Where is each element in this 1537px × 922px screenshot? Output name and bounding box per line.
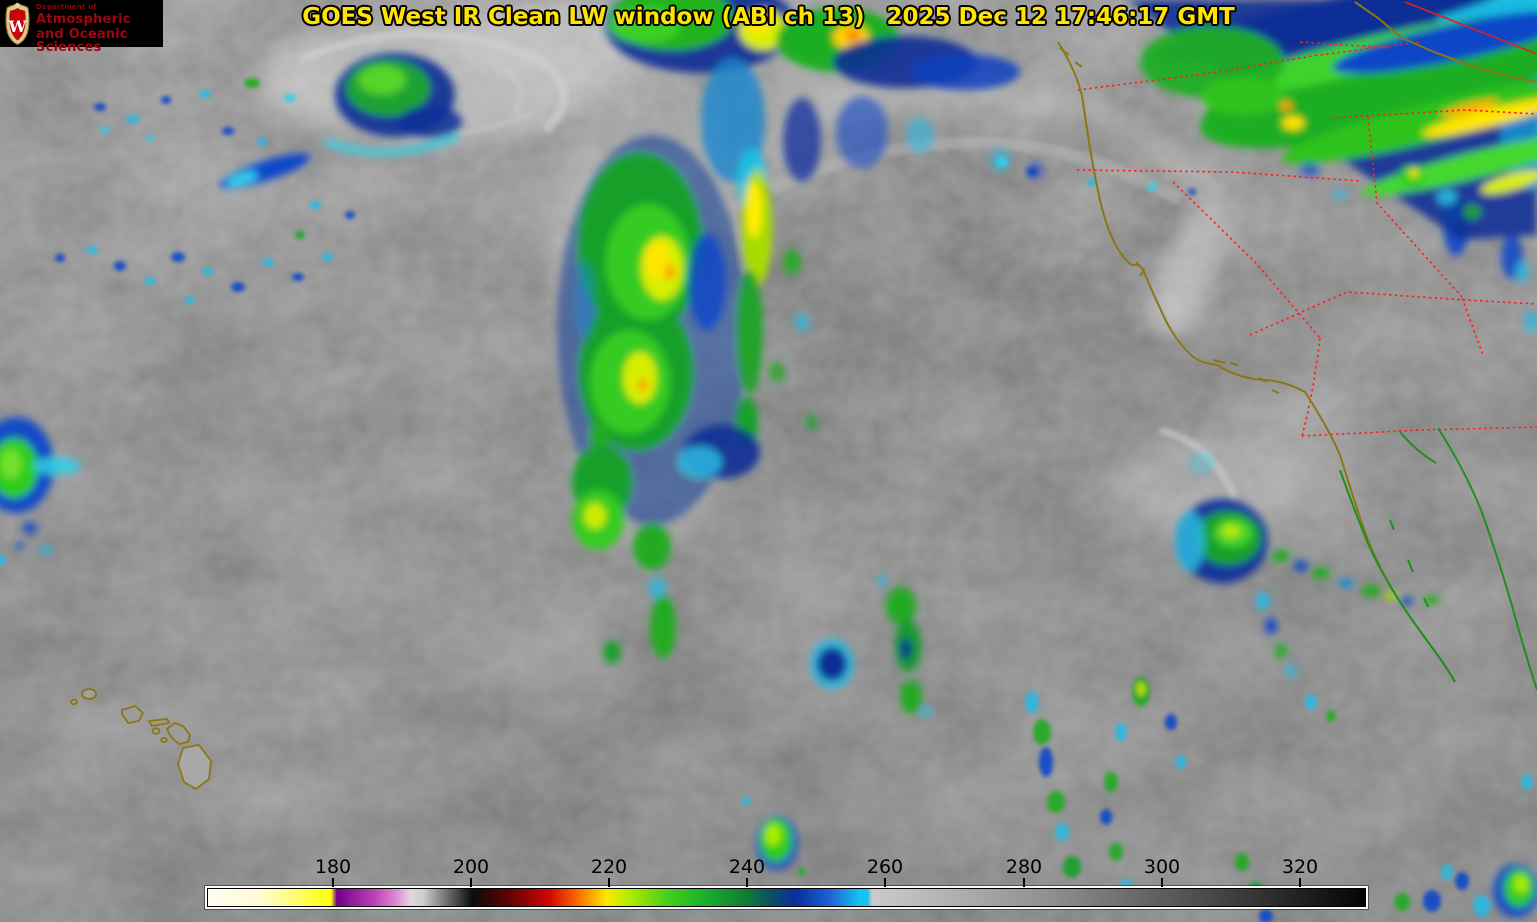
- mexico-coastline: [1339, 427, 1537, 691]
- logo-line-1: Atmospheric: [36, 12, 131, 27]
- uw-crest-icon: W: [5, 2, 30, 45]
- us-coastline: [1057, 1, 1537, 683]
- colorbar-tick-label: 200: [452, 856, 490, 878]
- image-timestamp: 2025 Dec 12 17:46:17 GMT: [886, 4, 1235, 30]
- colorbar-tick-label: 240: [728, 856, 766, 878]
- geo-overlays: [70, 1, 1537, 791]
- colorbar-tick-label: 180: [314, 856, 352, 878]
- colorbar-tick: [884, 878, 886, 887]
- colorbar-tick-label: 280: [1005, 856, 1043, 878]
- colorbar-tick: [1161, 878, 1163, 887]
- colorbar-tick: [608, 878, 610, 887]
- colorbar-tick-label: 320: [1281, 856, 1319, 878]
- colorbar-tick: [1023, 878, 1025, 887]
- logo-department-prefix: Department of: [36, 3, 97, 11]
- colorbar-tick: [1299, 878, 1301, 887]
- colorbar-tick: [746, 878, 748, 887]
- colorbar-tick-label: 220: [590, 856, 628, 878]
- solid-border-lines: [1404, 1, 1537, 55]
- colorbar-tick-label: 300: [1143, 856, 1181, 878]
- image-title: GOES West IR Clean LW window (ABI ch 13)…: [0, 4, 1537, 30]
- colorbar-gradient: [205, 886, 1368, 909]
- svg-text:W: W: [8, 17, 28, 36]
- colorbar-tick: [470, 878, 472, 887]
- colorbar-tick-label: 260: [866, 856, 904, 878]
- product-title: GOES West IR Clean LW window (ABI ch 13): [302, 4, 865, 30]
- uw-aos-logo: W Department of Atmospheric and Oceanic …: [0, 0, 163, 54]
- colorbar-tick: [332, 878, 334, 887]
- state-border-lines: [1076, 41, 1537, 437]
- logo-line-2: and Oceanic Sciences: [36, 27, 128, 55]
- logo-text: Department of Atmospheric and Oceanic Sc…: [36, 3, 163, 55]
- hawaii-islands: [70, 688, 212, 791]
